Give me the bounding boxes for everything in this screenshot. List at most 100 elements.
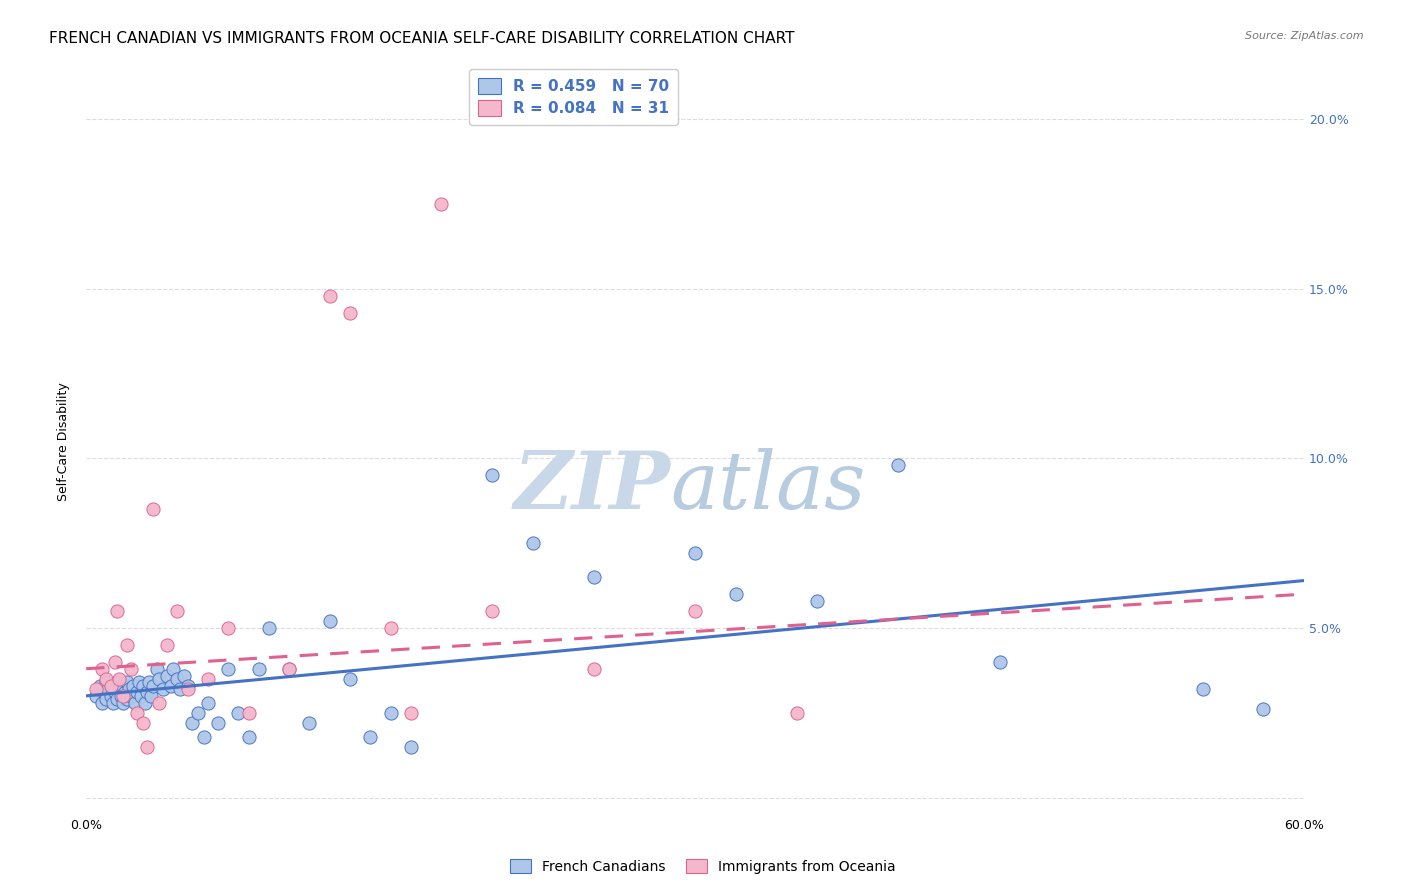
Point bbox=[120, 689, 142, 703]
Point bbox=[430, 197, 453, 211]
Point bbox=[359, 730, 381, 744]
Point bbox=[142, 679, 165, 693]
Point bbox=[105, 675, 128, 690]
Point bbox=[247, 662, 270, 676]
Point bbox=[228, 706, 250, 720]
Y-axis label: Self-Care Disability: Self-Care Disability bbox=[58, 382, 70, 501]
Text: Source: ZipAtlas.com: Source: ZipAtlas.com bbox=[1246, 31, 1364, 41]
Point bbox=[91, 662, 114, 676]
Text: ZIP: ZIP bbox=[513, 448, 671, 525]
Point bbox=[100, 689, 122, 703]
Point bbox=[148, 672, 170, 686]
Point bbox=[399, 706, 422, 720]
Point bbox=[380, 706, 402, 720]
Point bbox=[166, 672, 188, 686]
Point bbox=[339, 672, 361, 686]
Point bbox=[146, 662, 169, 676]
Point bbox=[162, 662, 184, 676]
Point bbox=[806, 594, 828, 608]
Point bbox=[1191, 682, 1213, 697]
Point bbox=[121, 679, 143, 693]
Point bbox=[139, 689, 162, 703]
Point bbox=[152, 682, 174, 697]
Point bbox=[97, 682, 120, 697]
Point bbox=[107, 672, 129, 686]
Legend: French Canadians, Immigrants from Oceania: French Canadians, Immigrants from Oceani… bbox=[503, 852, 903, 880]
Point bbox=[120, 662, 142, 676]
Point bbox=[134, 696, 156, 710]
Point bbox=[481, 468, 503, 483]
Point bbox=[197, 696, 219, 710]
Point bbox=[217, 621, 239, 635]
Point bbox=[125, 706, 148, 720]
Point bbox=[786, 706, 808, 720]
Point bbox=[128, 675, 150, 690]
Point bbox=[96, 675, 118, 690]
Point bbox=[100, 679, 122, 693]
Point bbox=[724, 587, 747, 601]
Point bbox=[115, 692, 138, 706]
Point bbox=[110, 689, 132, 703]
Point bbox=[399, 739, 422, 754]
Point bbox=[136, 685, 159, 699]
Point bbox=[319, 614, 342, 628]
Point bbox=[988, 655, 1011, 669]
Point bbox=[1253, 702, 1275, 716]
Point bbox=[89, 679, 111, 693]
Point bbox=[319, 289, 342, 303]
Point bbox=[176, 682, 198, 697]
Point bbox=[124, 696, 146, 710]
Point bbox=[138, 675, 160, 690]
Point bbox=[101, 696, 124, 710]
Point bbox=[136, 739, 159, 754]
Point bbox=[107, 682, 129, 697]
Point bbox=[103, 685, 125, 699]
Point bbox=[129, 689, 152, 703]
Point bbox=[115, 638, 138, 652]
Point bbox=[887, 458, 910, 473]
Legend: R = 0.459   N = 70, R = 0.084   N = 31: R = 0.459 N = 70, R = 0.084 N = 31 bbox=[468, 69, 678, 125]
Point bbox=[683, 604, 706, 618]
Point bbox=[156, 638, 179, 652]
Point bbox=[93, 685, 115, 699]
Point bbox=[180, 716, 202, 731]
Point bbox=[298, 716, 321, 731]
Point bbox=[111, 679, 134, 693]
Point bbox=[278, 662, 301, 676]
Point bbox=[339, 306, 361, 320]
Text: atlas: atlas bbox=[671, 448, 866, 525]
Point bbox=[111, 689, 134, 703]
Point bbox=[142, 502, 165, 516]
Point bbox=[582, 662, 605, 676]
Point bbox=[84, 682, 107, 697]
Point bbox=[238, 706, 260, 720]
Point bbox=[132, 679, 155, 693]
Point bbox=[84, 689, 107, 703]
Point bbox=[96, 692, 118, 706]
Point bbox=[105, 604, 128, 618]
Point bbox=[132, 716, 155, 731]
Point bbox=[683, 546, 706, 560]
Point bbox=[173, 668, 195, 682]
Point bbox=[105, 692, 128, 706]
Point bbox=[101, 679, 124, 693]
Point bbox=[125, 685, 148, 699]
Point bbox=[176, 679, 198, 693]
Point bbox=[111, 696, 134, 710]
Point bbox=[207, 716, 229, 731]
Point bbox=[156, 668, 179, 682]
Point bbox=[166, 604, 188, 618]
Point bbox=[217, 662, 239, 676]
Point bbox=[582, 570, 605, 584]
Text: FRENCH CANADIAN VS IMMIGRANTS FROM OCEANIA SELF-CARE DISABILITY CORRELATION CHAR: FRENCH CANADIAN VS IMMIGRANTS FROM OCEAN… bbox=[49, 31, 794, 46]
Point bbox=[238, 730, 260, 744]
Point bbox=[380, 621, 402, 635]
Point bbox=[169, 682, 191, 697]
Point bbox=[160, 679, 183, 693]
Point bbox=[481, 604, 503, 618]
Point bbox=[114, 685, 136, 699]
Point bbox=[197, 672, 219, 686]
Point bbox=[115, 675, 138, 690]
Point bbox=[522, 536, 544, 550]
Point bbox=[148, 696, 170, 710]
